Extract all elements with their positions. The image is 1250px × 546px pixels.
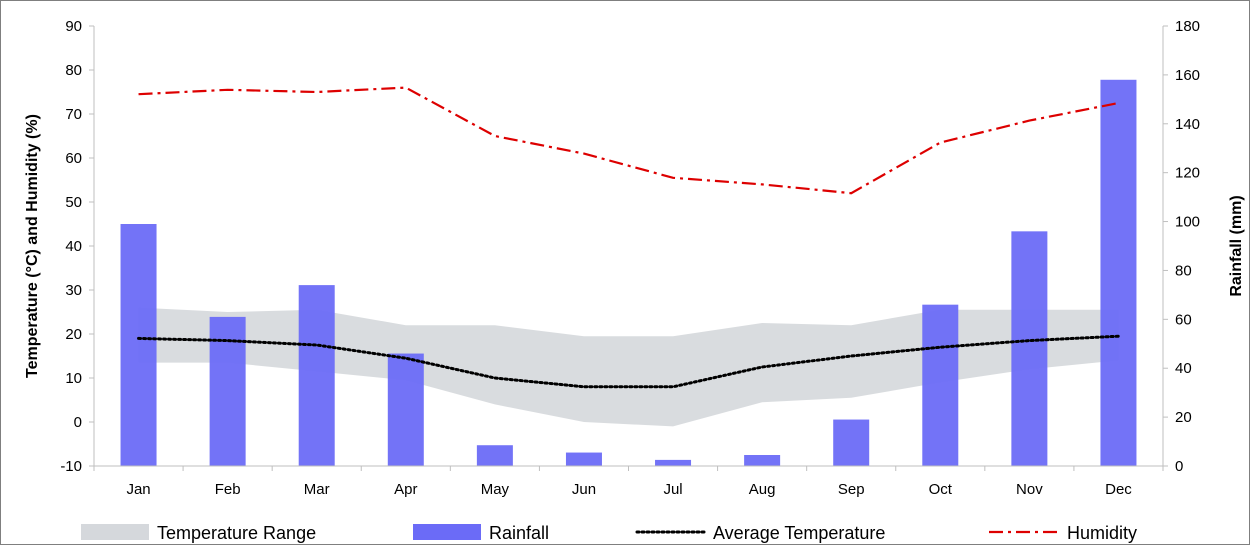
- x-tick-label: Mar: [304, 481, 330, 498]
- temperature-range-band: [138, 307, 1119, 427]
- humidity-line: [138, 86, 1119, 195]
- rainfall-bar-dec: [1100, 79, 1137, 467]
- left-tick-label: 90: [65, 18, 82, 35]
- legend: Temperature Range Rainfall Average Tempera…: [81, 523, 1137, 543]
- x-tick-label: Oct: [929, 481, 953, 498]
- left-tick-label: 70: [65, 106, 82, 123]
- right-tick-label: 20: [1175, 409, 1192, 426]
- x-tick-label: Sep: [838, 481, 865, 498]
- right-tick-label: 180: [1175, 18, 1200, 35]
- left-tick-label: 20: [65, 326, 82, 343]
- rainfall-bar-sep: [833, 419, 870, 466]
- right-tick-label: 120: [1175, 165, 1200, 182]
- right-axis-title: Rainfall (mm): [1228, 195, 1245, 296]
- left-tick-label: 50: [65, 194, 82, 211]
- x-tick-label: Apr: [394, 481, 417, 498]
- left-tick-label: 80: [65, 62, 82, 79]
- left-tick-label: 40: [65, 238, 82, 255]
- right-tick-label: 100: [1175, 214, 1200, 231]
- rainfall-bar-jan: [120, 224, 157, 466]
- rainfall-bar-jun: [565, 452, 602, 466]
- x-tick-label: Nov: [1016, 481, 1043, 498]
- rainfall-bar-nov: [1011, 231, 1048, 466]
- left-tick-label: 10: [65, 370, 82, 387]
- left-tick-label: 0: [74, 414, 82, 431]
- legend-label-humidity: Humidity: [1067, 523, 1137, 543]
- rainfall-bar-aug: [744, 455, 781, 466]
- temperature-range-area-group: [138, 307, 1119, 427]
- right-tick-label: 0: [1175, 458, 1183, 475]
- x-tick-label: Jan: [126, 481, 150, 498]
- left-tick-label: -10: [60, 458, 82, 475]
- legend-label-average-temperature: Average Temperature: [713, 523, 885, 543]
- average-temperature-line: [137, 334, 1120, 389]
- right-tick-label: 40: [1175, 360, 1192, 377]
- right-tick-label: 80: [1175, 262, 1192, 279]
- left-tick-label: 60: [65, 150, 82, 167]
- rainfall-bar-apr: [387, 353, 424, 466]
- x-tick-label: Jun: [572, 481, 596, 498]
- rainfall-bar-may: [476, 445, 513, 466]
- legend-label-temperature-range: Temperature Range: [157, 523, 316, 543]
- left-axis-title: Temperature (°C) and Humidity (%): [24, 114, 41, 378]
- right-tick-label: 140: [1175, 116, 1200, 133]
- rainfall-bar-oct: [922, 304, 959, 466]
- rainfall-bar-jul: [655, 459, 692, 466]
- x-tick-label: Feb: [215, 481, 241, 498]
- x-tick-label: Dec: [1105, 481, 1132, 498]
- left-tick-label: 30: [65, 282, 82, 299]
- rainfall-bar-mar: [298, 285, 335, 466]
- right-tick-label: 160: [1175, 67, 1200, 84]
- x-tick-label: May: [481, 481, 510, 498]
- x-tick-label: Jul: [663, 481, 682, 498]
- legend-swatch-temperature-range: [81, 524, 149, 540]
- line-series-group: [137, 86, 1120, 389]
- right-tick-label: 60: [1175, 311, 1192, 328]
- axes-group: -10 0 10 20 30 40 50 60 70 80 90 0 20 40 60 80 100 120 140…: [24, 18, 1245, 498]
- x-tick-label: Aug: [749, 481, 776, 498]
- legend-swatch-rainfall: [413, 524, 481, 540]
- legend-label-rainfall: Rainfall: [489, 523, 549, 543]
